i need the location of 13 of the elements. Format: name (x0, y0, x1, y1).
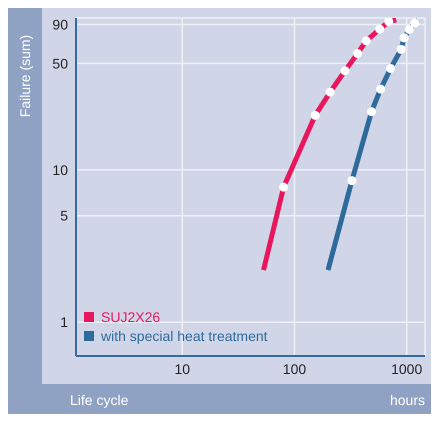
y-tick-label: 1 (60, 314, 68, 330)
x-axis-title: Life cycle (70, 392, 128, 408)
x-tick-label: 100 (282, 360, 306, 377)
text: hours (390, 392, 425, 408)
legend-label: SUJ2X26 (101, 309, 160, 325)
y-tick-label: 50 (52, 55, 68, 72)
y-tick-label: 5 (60, 208, 68, 224)
x-tick-label: 10 (174, 360, 190, 377)
y-axis-title: Failure (sum) (17, 34, 33, 118)
y-tick-label: 90 (52, 16, 68, 32)
x-tick-label: 1000 (391, 360, 422, 377)
y-tick-label: 10 (52, 162, 68, 178)
legend-label: with special heat treatment (101, 328, 268, 344)
